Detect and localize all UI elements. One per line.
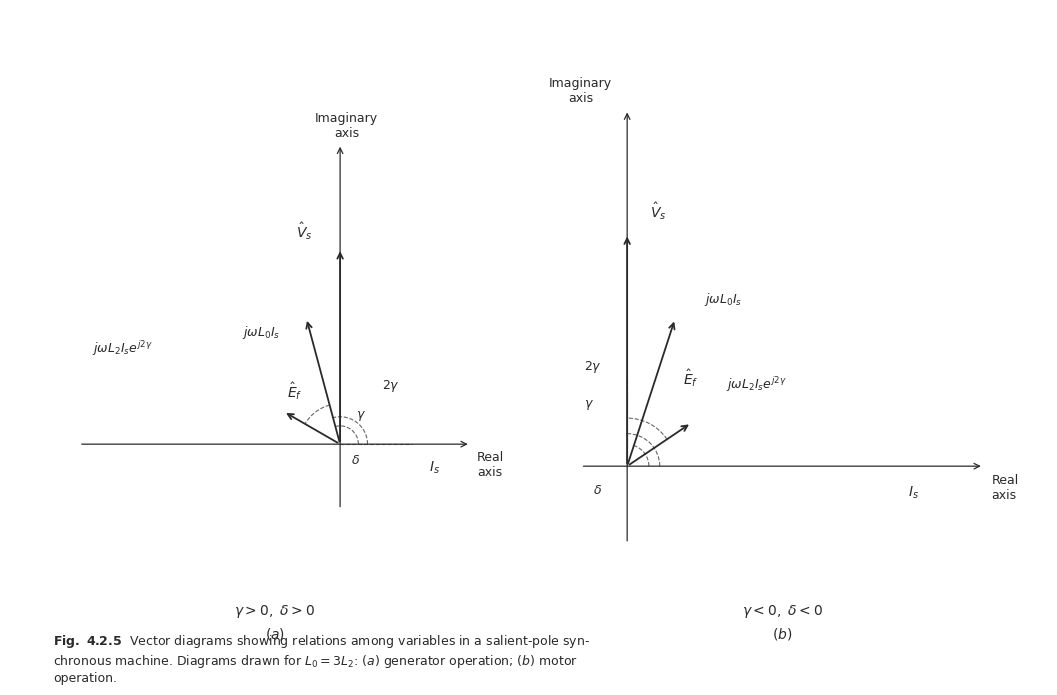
- Text: $\hat{E}_f$: $\hat{E}_f$: [286, 381, 302, 402]
- Text: Real
axis: Real axis: [477, 450, 504, 479]
- Text: $\hat{V}_s$: $\hat{V}_s$: [296, 221, 313, 243]
- Text: $j\omega L_2 I_s e^{j2\gamma}$: $j\omega L_2 I_s e^{j2\gamma}$: [725, 375, 786, 394]
- Text: Imaginary
axis: Imaginary axis: [549, 77, 612, 105]
- Text: $(b)$: $(b)$: [772, 626, 793, 641]
- Text: $\hat{V}_s$: $\hat{V}_s$: [650, 201, 667, 222]
- Text: $\hat{E}_f$: $\hat{E}_f$: [683, 368, 699, 389]
- Text: $2\gamma$: $2\gamma$: [382, 378, 400, 394]
- Text: $\gamma$: $\gamma$: [583, 398, 594, 412]
- Text: Real
axis: Real axis: [991, 474, 1019, 502]
- Text: $2\gamma$: $2\gamma$: [583, 359, 601, 375]
- Text: $\delta$: $\delta$: [351, 454, 359, 467]
- Text: $I_s$: $I_s$: [908, 485, 920, 501]
- Text: $j\omega L_0 I_s$: $j\omega L_0 I_s$: [704, 291, 742, 309]
- Text: $\gamma$: $\gamma$: [356, 409, 366, 423]
- Text: $j\omega L_0 I_s$: $j\omega L_0 I_s$: [242, 325, 280, 341]
- Text: $\mathbf{Fig.\ 4.2.5}$  Vector diagrams showing relations among variables in a s: $\mathbf{Fig.\ 4.2.5}$ Vector diagrams s…: [53, 633, 590, 685]
- Text: $\delta$: $\delta$: [593, 484, 602, 497]
- Text: $\gamma > 0,\ \delta > 0$: $\gamma > 0,\ \delta > 0$: [235, 603, 315, 620]
- Text: $(a)$: $(a)$: [264, 626, 285, 641]
- Text: $\gamma < 0,\ \delta < 0$: $\gamma < 0,\ \delta < 0$: [742, 603, 822, 620]
- Text: $I_s$: $I_s$: [429, 460, 440, 476]
- Text: $j\omega L_2 I_s e^{j2\gamma}$: $j\omega L_2 I_s e^{j2\gamma}$: [92, 339, 152, 358]
- Text: Imaginary
axis: Imaginary axis: [315, 112, 378, 140]
